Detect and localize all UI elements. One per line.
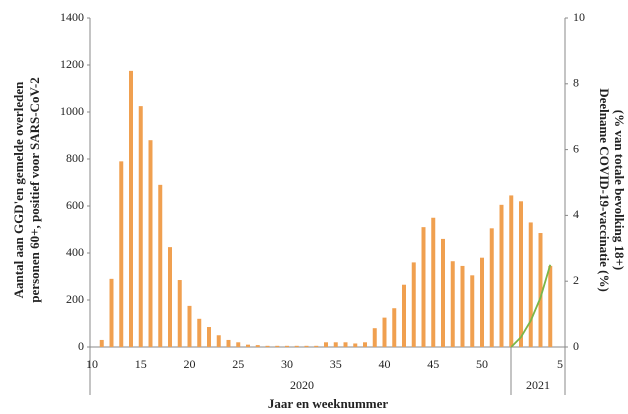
y-tick-label: 0 [78, 339, 84, 353]
bar [470, 275, 475, 347]
bar [158, 184, 163, 347]
bar [285, 345, 289, 347]
x-tick-label: 15 [135, 357, 147, 371]
x-tick-label: 45 [427, 357, 439, 371]
x-tick-label: 25 [232, 357, 244, 371]
bar [138, 106, 143, 347]
x-tick-label: 20 [184, 357, 196, 371]
bar [294, 345, 299, 347]
y-tick-label: 200 [66, 292, 84, 306]
bar [353, 343, 358, 347]
y2-tick-label: 6 [573, 141, 579, 155]
x-tick-label: 10 [86, 357, 98, 371]
bar [275, 345, 280, 347]
y-tick-label: 400 [66, 245, 84, 259]
bar [333, 342, 338, 347]
bar [246, 344, 250, 347]
bar [382, 317, 387, 347]
x-tick-label: 40 [379, 357, 391, 371]
y-axis-title: Aantal aan GGD'en gemelde overleden [11, 81, 26, 298]
bar [548, 265, 553, 347]
y2-tick-label: 4 [573, 207, 579, 221]
bar [538, 233, 543, 347]
bar [236, 342, 241, 347]
bar [392, 308, 397, 347]
bar [148, 140, 153, 347]
y2-tick-label: 2 [573, 273, 579, 287]
y-tick-label: 800 [66, 151, 84, 165]
bar [168, 247, 172, 347]
y-tick-label: 600 [66, 198, 84, 212]
bar [460, 265, 465, 347]
year-label: 2020 [290, 378, 314, 392]
bar [265, 345, 270, 347]
x-tick-label: 50 [476, 357, 488, 371]
bar [363, 342, 367, 347]
bar [226, 339, 231, 347]
x-tick-label: 5 [557, 357, 563, 371]
y2-tick-label: 10 [573, 10, 585, 24]
x-tick-label: 30 [281, 357, 293, 371]
y2-tick-label: 0 [573, 339, 579, 353]
bar [324, 342, 328, 347]
y2-axis-title: Deelname COVID-19-vaccinatie (%) [597, 88, 612, 292]
bar [519, 201, 523, 347]
bar [343, 342, 348, 347]
x-tick-label: 35 [330, 357, 342, 371]
bar [489, 228, 494, 347]
bar [207, 327, 211, 347]
y2-axis-title: (% van totale bevolking 18+) [612, 110, 627, 271]
bar [411, 262, 416, 347]
bar [109, 278, 114, 347]
bar [528, 222, 533, 347]
bar [509, 195, 514, 347]
y-axis-title: personen 60+, positief voor SARS-CoV-2 [27, 77, 42, 302]
bar [216, 335, 221, 347]
bar [187, 305, 192, 347]
bar [314, 345, 319, 347]
bar [480, 257, 484, 347]
bar [441, 238, 445, 347]
y2-tick-label: 8 [573, 76, 579, 90]
bar [255, 345, 260, 347]
year-label: 2021 [526, 378, 550, 392]
bar [450, 261, 455, 347]
bar [372, 328, 377, 347]
bar [402, 284, 406, 347]
y-tick-label: 1000 [60, 104, 84, 118]
bar [119, 161, 124, 347]
bar [421, 227, 426, 347]
bar [177, 280, 182, 347]
line [510, 264, 552, 348]
bar [129, 70, 133, 347]
y-tick-label: 1200 [60, 57, 84, 71]
x-axis-title: Jaar en weeknummer [268, 396, 389, 411]
bar [197, 318, 202, 347]
bar [304, 345, 309, 347]
bar [431, 217, 436, 347]
bar [499, 204, 504, 347]
y-tick-label: 1400 [60, 10, 84, 24]
bar [99, 339, 104, 347]
